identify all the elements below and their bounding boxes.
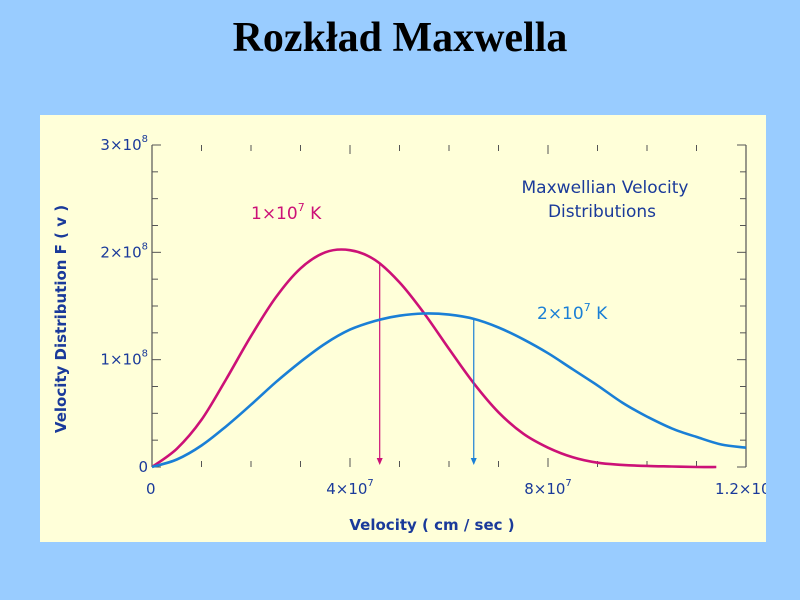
y-tick-label: 2×108 <box>100 241 148 261</box>
series-label-1e7: 1×107 K <box>251 201 322 224</box>
series-1-line <box>151 248 717 469</box>
y-tick-label: 0 <box>138 458 148 476</box>
series-1-mean-arrowhead <box>376 458 383 465</box>
series-label-2e7: 2×107 K <box>537 301 608 324</box>
x-tick-label: 0 <box>146 480 156 498</box>
y-tick-label: 3×108 <box>100 134 148 154</box>
maxwell-velocity-chart: 0 1×108 2×108 3×108 0 4×107 8×107 1.2×108 Veloc… <box>52 134 766 534</box>
y-axis-label: Velocity Distribution F ( v ) <box>52 205 70 433</box>
slide-title: Rozkład Maxwella <box>232 15 568 61</box>
series-2-line <box>151 312 747 469</box>
series-layer <box>151 248 747 469</box>
plot-title-line-1: Maxwellian Velocity <box>522 178 689 198</box>
y-tick-label: 1×108 <box>100 349 148 369</box>
plot-title-line-2: Distributions <box>548 202 656 222</box>
series-2-mean-arrowhead <box>470 458 477 465</box>
x-tick-label: 8×107 <box>524 478 572 498</box>
chart-panel <box>40 115 766 542</box>
x-tick-label: 4×107 <box>326 478 374 498</box>
tick-labels: 0 1×108 2×108 3×108 0 4×107 8×107 1.2×108 <box>100 134 766 498</box>
x-tick-label: 1.2×108 <box>715 478 766 498</box>
x-axis-label: Velocity ( cm / sec ) <box>349 516 514 534</box>
